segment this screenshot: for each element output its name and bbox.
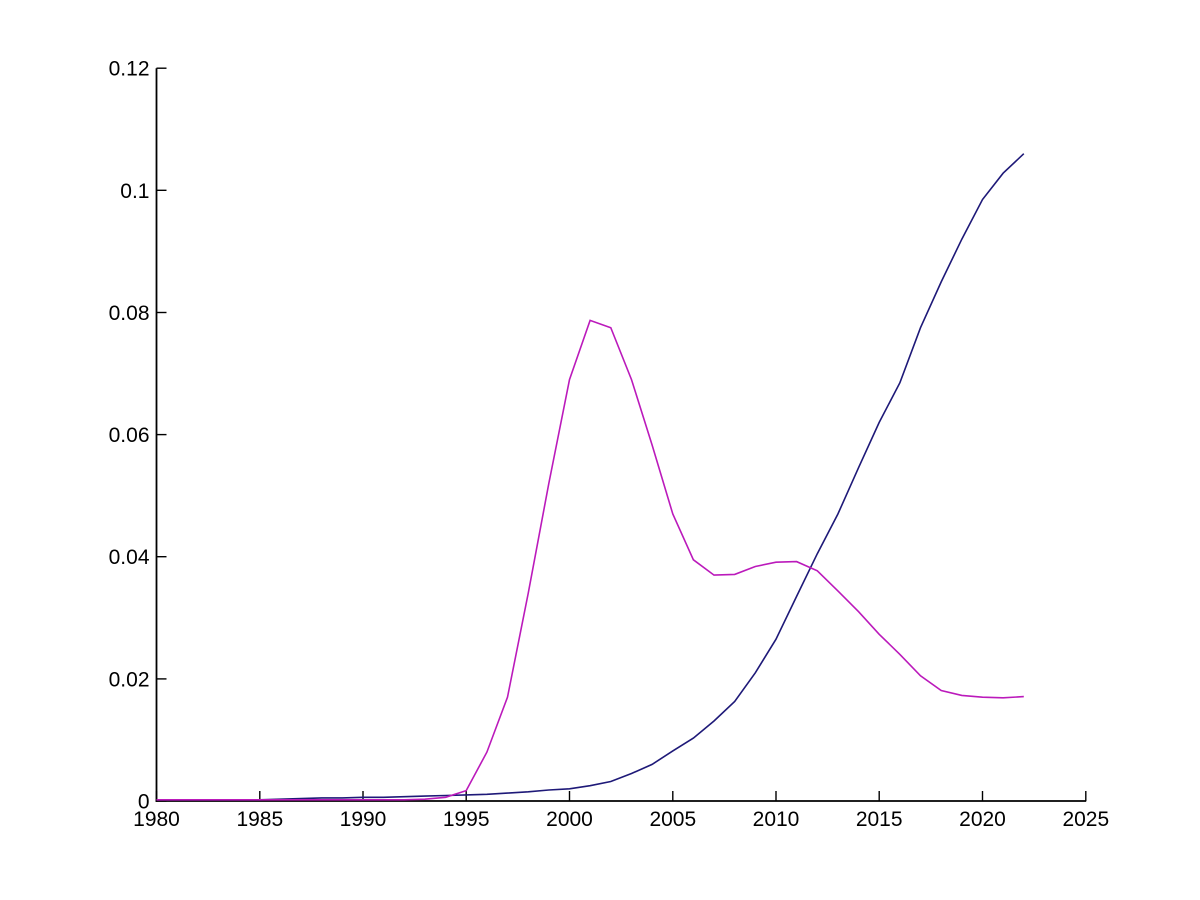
svg-text:0.02: 0.02 — [109, 668, 150, 691]
svg-text:1995: 1995 — [443, 808, 490, 831]
svg-text:1980: 1980 — [133, 808, 180, 831]
svg-text:2000: 2000 — [546, 808, 593, 831]
svg-text:0.04: 0.04 — [109, 546, 150, 569]
svg-text:2020: 2020 — [959, 808, 1006, 831]
svg-text:2025: 2025 — [1062, 808, 1109, 831]
svg-text:1990: 1990 — [340, 808, 387, 831]
svg-text:0.08: 0.08 — [109, 302, 150, 325]
svg-text:2005: 2005 — [649, 808, 696, 831]
svg-text:0.06: 0.06 — [109, 424, 150, 447]
svg-text:1985: 1985 — [236, 808, 283, 831]
svg-text:0: 0 — [138, 791, 150, 814]
svg-text:2010: 2010 — [753, 808, 800, 831]
svg-text:0.1: 0.1 — [120, 180, 149, 203]
svg-text:2015: 2015 — [856, 808, 903, 831]
svg-text:0.12: 0.12 — [109, 58, 150, 81]
